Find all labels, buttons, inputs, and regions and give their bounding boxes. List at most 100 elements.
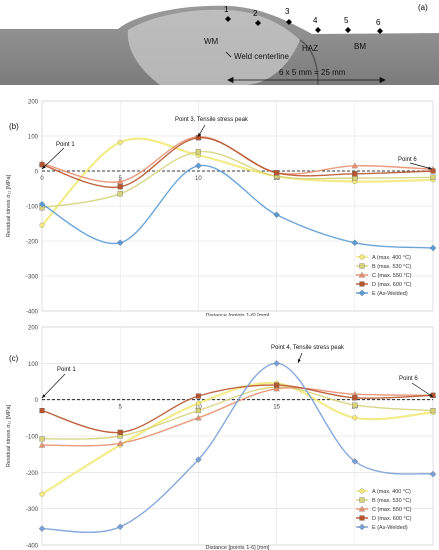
data-point (429, 244, 437, 252)
data-point (430, 174, 436, 180)
annotation-arrow (41, 373, 66, 399)
data-point (195, 162, 202, 169)
data-point (430, 408, 436, 414)
data-point (116, 523, 124, 531)
y-tick-label: -400 (26, 310, 39, 316)
panel-label: (c) (9, 354, 19, 363)
y-tick-label: -200 (26, 240, 39, 246)
y-tick-label: 0 (35, 170, 39, 176)
series-3 (39, 135, 436, 190)
measurement-points: 1 2 3 4 5 6 (224, 5, 383, 34)
legend-swatch-marker (359, 263, 365, 269)
series-line (41, 384, 434, 434)
panel-label-a: (a) (418, 3, 428, 12)
data-point (273, 385, 280, 392)
legend-swatch-marker (358, 271, 366, 278)
data-point (352, 415, 358, 421)
data-point (39, 408, 45, 414)
legend-entry: D (max. 600 °C) (372, 516, 412, 522)
scale-arrow (227, 76, 386, 84)
annotation-arrowhead (42, 394, 46, 398)
x-axis-label: Distance [points 1-6] [mm] (206, 545, 270, 550)
data-point (430, 168, 436, 174)
series-1 (39, 149, 436, 211)
data-point (273, 360, 280, 367)
point-marker-4 (315, 27, 321, 33)
series-line (41, 386, 434, 440)
data-point (195, 408, 201, 414)
point-marker-1 (225, 16, 231, 22)
data-point (351, 162, 358, 169)
data-point (117, 139, 123, 145)
y-tick-label: 200 (28, 326, 39, 332)
data-point (39, 491, 45, 497)
weld-metal-zone (127, 9, 300, 85)
data-point (351, 458, 359, 465)
y-tick-label: -400 (26, 544, 39, 550)
data-point (195, 400, 201, 406)
data-point (39, 222, 45, 228)
series-4 (38, 360, 437, 534)
y-tick-label: -200 (26, 471, 39, 477)
y-tick-label: 100 (28, 135, 39, 141)
data-point (352, 171, 358, 177)
data-point (38, 201, 46, 208)
legend-swatch-marker (358, 289, 366, 297)
data-point (117, 184, 123, 190)
point-marker-6 (377, 28, 383, 34)
point-label-1: 1 (224, 5, 229, 14)
data-point (117, 191, 123, 197)
annotation-label: Point 1 (56, 142, 75, 148)
x-tick-label: 5 (119, 405, 123, 411)
y-axis-label: Residual stress σ₁₁ [MPa] (6, 404, 12, 467)
legend: A (max. 400 °C) B (max. 530 °C) C (max. 55… (356, 254, 412, 297)
heat-affected-zone-boundary (299, 39, 319, 86)
data-point (429, 470, 437, 478)
annotation-arrowhead (429, 393, 433, 397)
legend: A (max. 400 °C) B (max. 530 °C) C (max. 55… (356, 488, 412, 531)
y-tick-label: 0 (35, 398, 39, 404)
point-marker-2 (255, 20, 261, 26)
point-label-2: 2 (253, 9, 258, 18)
annotation-label: Point 6 (399, 376, 418, 382)
annotation-arrow (409, 162, 433, 170)
legend-entry: B (max. 530 °C) (372, 264, 411, 270)
annotation-arrowhead (42, 165, 46, 169)
legend-swatch-marker (359, 254, 365, 260)
data-point (195, 149, 201, 155)
data-point (39, 436, 45, 442)
weld-centerline-label: Weld centerline (234, 52, 290, 61)
x-axis-label: Distance [points 1-6] [mm] (206, 313, 270, 316)
plot-frame (41, 326, 434, 546)
data-point (116, 239, 124, 246)
x-tick-label: 10 (195, 405, 202, 411)
legend-entry: E (As-Welded) (372, 525, 408, 531)
weld-cross-section-photo: (a) 1 2 3 4 5 6 WM HAZ BM Weld centerlin… (0, 0, 439, 93)
legend-swatch-marker (358, 505, 366, 512)
residual-stress-chart-b: -400-300-200-100010020005101520Distance … (0, 93, 439, 316)
legend-swatch-marker (359, 488, 365, 494)
data-point (274, 382, 280, 388)
legend-swatch-marker (359, 281, 365, 287)
scale-label: 6 x 5 mm = 25 mm (279, 68, 346, 77)
annotation-arrow (41, 147, 65, 170)
wm-label: WM (204, 37, 219, 46)
point-label-5: 5 (344, 16, 349, 25)
data-point (352, 402, 358, 408)
data-point (117, 429, 123, 435)
weld-centerline-marker (225, 51, 232, 58)
data-point (117, 178, 124, 185)
legend-entry: C (max. 550 °C) (372, 507, 412, 513)
data-point (195, 393, 201, 399)
data-point (274, 170, 280, 176)
data-point (273, 211, 280, 218)
data-point (38, 441, 46, 448)
y-axis-label: Residual stress σ₁₁ [MPa] (6, 174, 12, 237)
legend-swatch-marker (358, 523, 366, 531)
chart-background (0, 317, 439, 550)
y-tick-label: -100 (26, 205, 39, 211)
data-point (351, 239, 359, 246)
y-tick-label: -300 (26, 507, 39, 513)
annotation-label: Point 3, Tensile stress peak (175, 117, 249, 123)
bm-label: BM (354, 42, 366, 51)
